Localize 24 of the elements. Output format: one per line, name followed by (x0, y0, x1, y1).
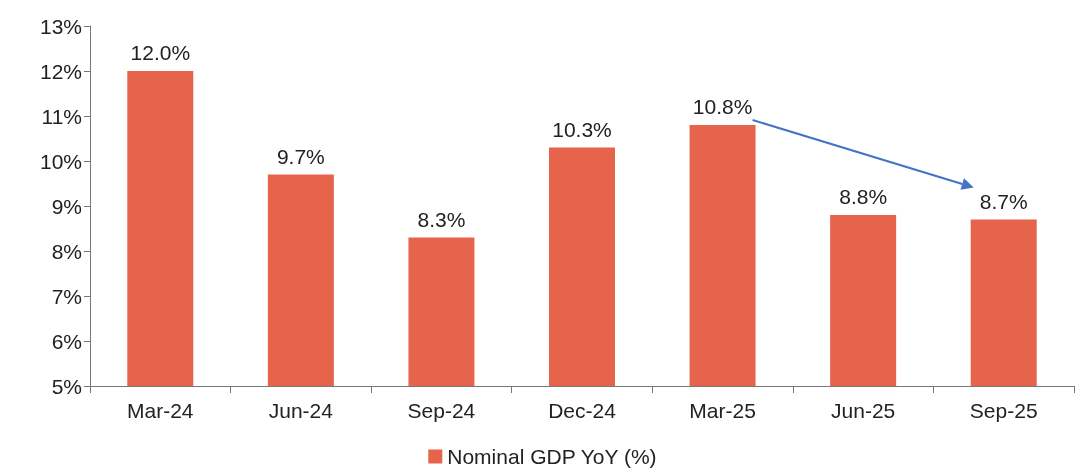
y-tick-label: 7% (51, 284, 82, 308)
x-tick-label: Dec-24 (548, 399, 617, 422)
x-tick-label: Sep-24 (407, 399, 476, 422)
x-tick-label: Sep-25 (969, 399, 1038, 422)
y-tick-label: 12% (39, 59, 82, 83)
y-tick-label: 8% (51, 239, 82, 263)
y-tick-label: 6% (51, 329, 82, 353)
data-label: 8.7% (979, 189, 1028, 213)
data-label: 10.8% (692, 95, 753, 118)
y-tick-label: 11% (41, 104, 82, 128)
x-tick-label: Jun-24 (268, 399, 334, 422)
data-label: 12.0% (130, 41, 191, 64)
x-tick-label: Mar-25 (689, 399, 756, 422)
y-tick-label: 9% (51, 194, 82, 218)
data-label: 9.7% (276, 144, 325, 168)
data-label: 8.8% (839, 185, 888, 208)
x-tick-label: Mar-24 (127, 399, 194, 422)
y-tick-label: 5% (51, 374, 82, 398)
x-tick-label: Jun-25 (831, 399, 896, 422)
data-label: 8.3% (417, 207, 466, 231)
y-tick-label: 13% (39, 14, 82, 38)
data-label: 10.3% (552, 117, 612, 141)
legend-label: Nominal GDP YoY (%) (447, 445, 657, 468)
y-tick-label: 10% (39, 149, 82, 173)
